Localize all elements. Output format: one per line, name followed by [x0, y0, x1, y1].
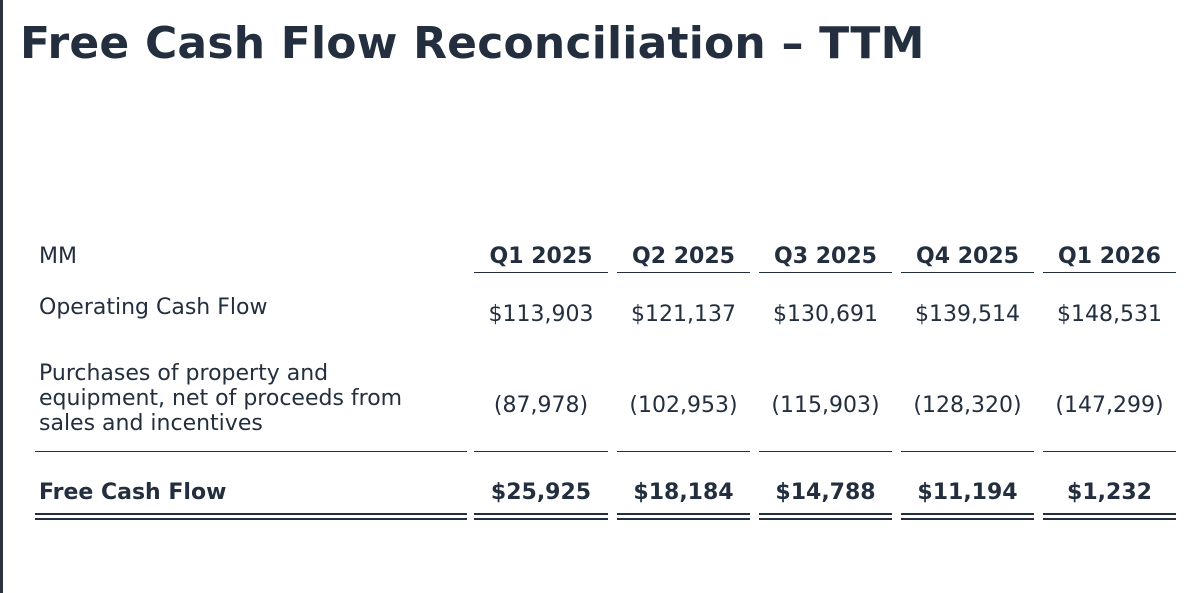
table-cell: $1,232 [1067, 480, 1152, 505]
row-label-free-cash-flow: Free Cash Flow [39, 480, 227, 505]
table-cell: $139,514 [915, 302, 1020, 327]
row-label-capex: Purchases of property and equipment, net… [39, 361, 403, 436]
table-cell: (147,299) [1055, 393, 1164, 418]
header-underline [759, 272, 892, 273]
table-cell: $113,903 [488, 302, 594, 327]
column-header: Q3 2025 [774, 244, 877, 269]
column-header: Q1 2026 [1058, 244, 1161, 269]
column-header: Q4 2025 [916, 244, 1019, 269]
slide-title: Free Cash Flow Reconciliation – TTM [20, 18, 925, 69]
header-underline [901, 272, 1034, 273]
table-cell: $14,788 [775, 480, 876, 505]
unit-label: MM [39, 244, 77, 269]
header-underline [474, 272, 608, 273]
table-cell: $11,194 [917, 480, 1018, 505]
total-double-rule [1043, 513, 1176, 520]
table-cell: $18,184 [633, 480, 734, 505]
subtotal-rule [474, 451, 608, 452]
total-double-rule [759, 513, 892, 520]
column-header: Q1 2025 [489, 244, 593, 269]
column-header: Q2 2025 [632, 244, 735, 269]
total-double-rule [617, 513, 750, 520]
table-cell: $148,531 [1057, 302, 1162, 327]
table-cell: $130,691 [773, 302, 878, 327]
table-cell: (87,978) [493, 393, 589, 418]
subtotal-rule [759, 451, 892, 452]
total-double-rule [901, 513, 1034, 520]
table-cell: $121,137 [631, 302, 736, 327]
total-double-rule [474, 513, 608, 520]
table-cell: (115,903) [771, 393, 880, 418]
total-double-rule [35, 513, 467, 520]
subtotal-rule [35, 451, 467, 452]
subtotal-rule [901, 451, 1034, 452]
table-cell: (128,320) [913, 393, 1022, 418]
subtotal-rule [1043, 451, 1176, 452]
row-label-operating-cash-flow: Operating Cash Flow [39, 295, 268, 320]
table-cell: (102,953) [629, 393, 738, 418]
header-underline [1043, 272, 1176, 273]
subtotal-rule [617, 451, 750, 452]
slide-left-edge [0, 0, 3, 593]
table-cell: $25,925 [490, 480, 592, 505]
header-underline [617, 272, 750, 273]
